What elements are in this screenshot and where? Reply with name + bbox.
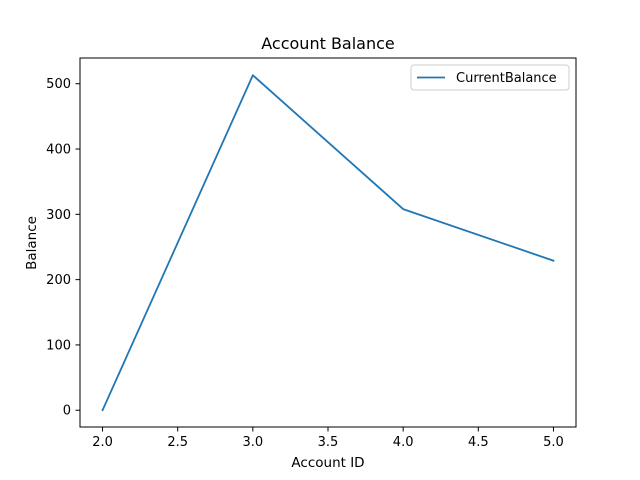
x-tick-label: 2.0 bbox=[92, 435, 113, 450]
y-tick-label: 0 bbox=[63, 404, 71, 419]
series-layer bbox=[101, 74, 555, 412]
x-tick-label: 3.0 bbox=[243, 435, 264, 450]
x-tick-label: 4.0 bbox=[393, 435, 414, 450]
y-axis-label: Balance bbox=[24, 216, 40, 270]
x-tick-label: 2.5 bbox=[167, 435, 188, 450]
x-tick-label: 4.5 bbox=[468, 435, 489, 450]
x-axis-label: Account ID bbox=[291, 455, 364, 471]
y-axis-ticks: 0 100 200 300 400 500 bbox=[46, 77, 80, 419]
y-tick-label: 500 bbox=[46, 77, 71, 92]
legend-label: CurrentBalance bbox=[456, 71, 557, 86]
y-tick-label: 100 bbox=[46, 338, 71, 353]
legend-box bbox=[410, 64, 570, 91]
y-tick-label: 200 bbox=[46, 273, 71, 288]
x-tick-label: 3.5 bbox=[318, 435, 339, 450]
x-axis-ticks: 2.0 2.5 3.0 3.5 4.0 4.5 5.0 bbox=[92, 427, 564, 450]
x-tick-label: 5.0 bbox=[543, 435, 564, 450]
chart-title: Account Balance bbox=[261, 34, 395, 53]
y-tick-label: 400 bbox=[46, 143, 71, 158]
series-line bbox=[101, 74, 555, 412]
legend: CurrentBalance bbox=[410, 64, 570, 91]
y-tick-label: 300 bbox=[46, 208, 71, 223]
